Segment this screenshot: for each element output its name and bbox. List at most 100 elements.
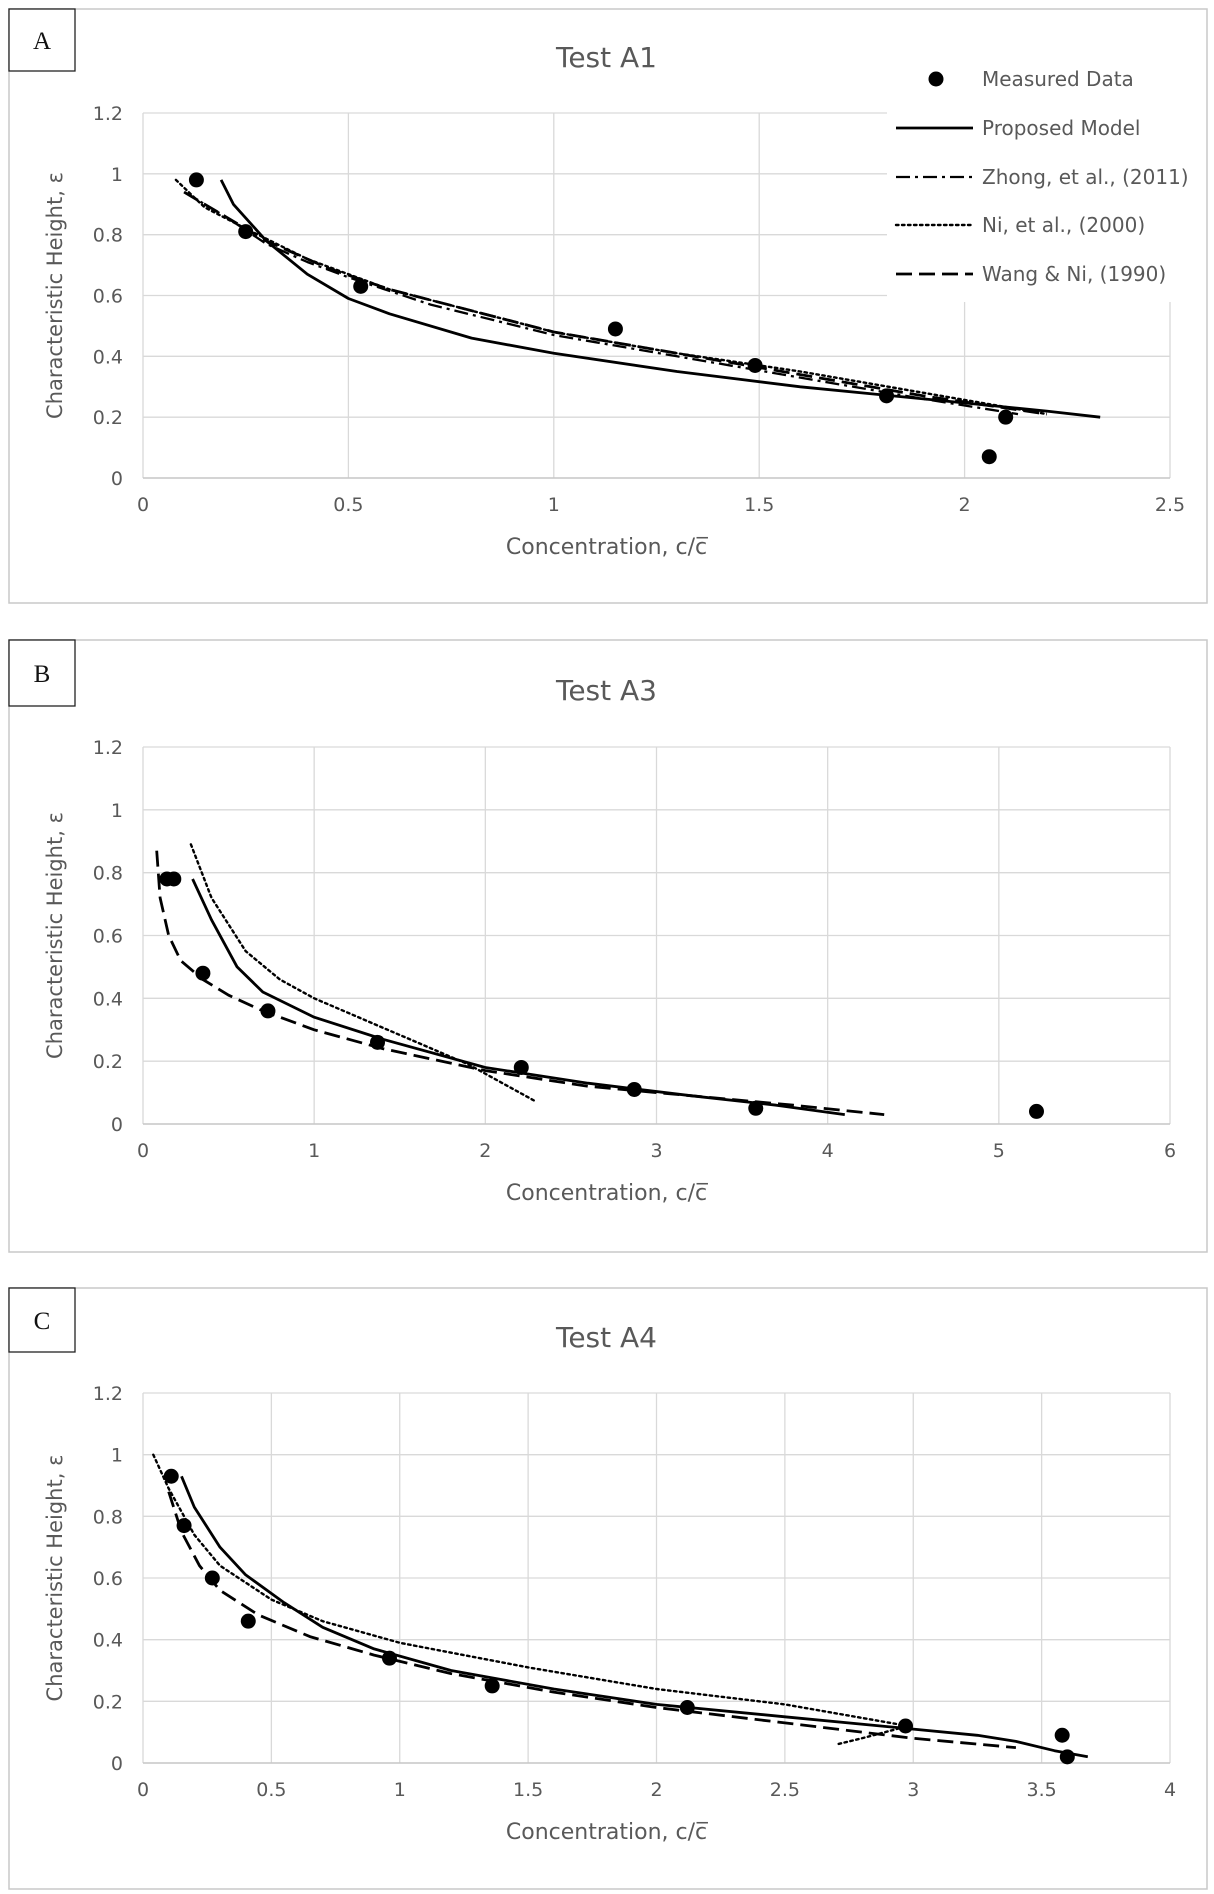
y-tick-label: 0.4 <box>93 988 123 1010</box>
measured-data-point <box>369 1034 385 1050</box>
measured-data-point <box>998 409 1014 425</box>
legend-item: Zhong, et al., (2011) <box>896 165 1189 189</box>
x-tick-label: 1 <box>308 1140 320 1162</box>
measured-data-point <box>879 388 895 404</box>
y-tick-label: 0 <box>111 1114 123 1136</box>
y-tick-label: 1 <box>111 164 123 186</box>
series-line-zhong-et-al-2011 <box>183 191 1019 416</box>
y-tick-label: 1 <box>111 1445 123 1467</box>
x-tick-label: 1.5 <box>744 494 774 516</box>
y-tick-label: 1 <box>111 800 123 822</box>
legend-background <box>887 58 1205 302</box>
x-tick-label: 1.5 <box>513 1779 543 1801</box>
x-tick-label: 5 <box>993 1140 1005 1162</box>
panel-label: A <box>33 28 51 55</box>
measured-data-point <box>1059 1749 1075 1765</box>
legend-marker-icon <box>928 71 944 87</box>
y-axis-title: Characteristic Height, ε <box>43 812 67 1059</box>
y-tick-label: 1.2 <box>93 737 123 759</box>
measured-data-point <box>1054 1727 1070 1743</box>
y-tick-label: 0 <box>111 468 123 490</box>
measured-data-point <box>1028 1103 1044 1119</box>
measured-data-point <box>176 1518 192 1534</box>
x-tick-label: 2.5 <box>770 1779 800 1801</box>
y-tick-label: 0.8 <box>93 225 123 247</box>
y-axis-title: Characteristic Height, ε <box>43 172 67 419</box>
measured-data-point <box>747 357 763 373</box>
series-line-proposed-model <box>180 1475 1089 1759</box>
x-axis-title: Concentration, c/c̅ <box>506 1181 709 1206</box>
x-tick-label: 4 <box>822 1140 834 1162</box>
y-axis-title: Characteristic Height, ε <box>43 1455 67 1702</box>
x-tick-label: 2.5 <box>1155 494 1185 516</box>
measured-data-point <box>195 965 211 981</box>
panel-frame <box>8 639 1208 1253</box>
measured-data-point <box>484 1678 500 1694</box>
x-tick-label: 0 <box>137 1779 149 1801</box>
panel-label-box <box>8 8 76 72</box>
y-tick-label: 0.8 <box>93 863 123 885</box>
panel-label-box <box>8 639 76 707</box>
panel-label: B <box>34 661 51 688</box>
y-tick-label: 0.2 <box>93 1051 123 1073</box>
measured-data-point <box>981 449 997 465</box>
y-tick-label: 0.6 <box>93 286 123 308</box>
legend: Measured Data Proposed Model Zhong, et al.… <box>887 58 1205 302</box>
x-axis-title: Concentration, c/c̅ <box>506 535 709 560</box>
legend-label: Ni, et al., (2000) <box>982 213 1145 237</box>
measured-data-point <box>381 1650 397 1666</box>
chart-panel-c: 0 0.5 1 1.5 2 2.5 3 3.5 4 0 0.2 0.4 0.6 0.8 1 1.2 Test A… <box>8 1287 1208 1890</box>
legend-label: Zhong, et al., (2011) <box>982 165 1189 189</box>
x-tick-label: 1 <box>548 494 560 516</box>
chart-title: Test A1 <box>555 41 657 74</box>
legend-label: Proposed Model <box>982 116 1141 140</box>
measured-data-point <box>163 1468 179 1484</box>
chart-title: Test A4 <box>555 1321 657 1354</box>
x-tick-label: 0.5 <box>256 1779 286 1801</box>
x-tick-label: 2 <box>479 1140 491 1162</box>
measured-data-point <box>188 172 204 188</box>
legend-label: Measured Data <box>982 67 1134 91</box>
x-axis-title: Concentration, c/c̅ <box>506 1820 709 1845</box>
series-line-wang-ni-1990 <box>155 850 885 1116</box>
y-tick-label: 1.2 <box>93 103 123 125</box>
y-tick-label: 0.6 <box>93 926 123 948</box>
chart-panel-b: 0 1 2 3 4 5 6 0 0.2 0.4 0.6 0.8 1 1.2 Test A3 Concentra… <box>8 639 1208 1253</box>
chart-title: Test A3 <box>555 674 657 707</box>
panel-frame <box>8 1287 1208 1890</box>
x-tick-label: 2 <box>959 494 971 516</box>
series-line-wang-ni-1990 <box>167 1491 1017 1749</box>
measured-data-point <box>166 871 182 887</box>
legend-item: Ni, et al., (2000) <box>894 213 1145 237</box>
y-tick-label: 0.4 <box>93 1630 123 1652</box>
x-tick-label: 1 <box>394 1779 406 1801</box>
y-tick-label: 1.2 <box>93 1383 123 1405</box>
x-tick-label: 0.5 <box>333 494 363 516</box>
measured-data-point <box>204 1570 220 1586</box>
x-tick-label: 0 <box>137 494 149 516</box>
measured-data-point <box>626 1081 642 1097</box>
y-tick-label: 0.2 <box>93 1691 123 1713</box>
measured-data-point <box>748 1100 764 1116</box>
legend-item: Measured Data <box>928 67 1134 91</box>
legend-label: Wang & Ni, (1990) <box>982 262 1166 286</box>
series-line-ni-et-al-2000 <box>189 843 538 1104</box>
x-tick-label: 3 <box>650 1140 662 1162</box>
x-tick-label: 4 <box>1164 1779 1176 1801</box>
panel-label-box <box>8 1287 76 1353</box>
legend-item: Proposed Model <box>896 116 1141 140</box>
y-tick-label: 0.6 <box>93 1568 123 1590</box>
panel-label: C <box>34 1308 51 1335</box>
measured-data-point <box>353 278 369 294</box>
x-tick-label: 3.5 <box>1027 1779 1057 1801</box>
measured-data-point <box>898 1718 914 1734</box>
legend-item: Wang & Ni, (1990) <box>896 262 1166 286</box>
y-tick-label: 0.4 <box>93 346 123 368</box>
y-tick-label: 0 <box>111 1753 123 1775</box>
y-tick-label: 0.2 <box>93 407 123 429</box>
x-tick-label: 3 <box>907 1779 919 1801</box>
measured-data-point <box>240 1613 256 1629</box>
measured-data-point <box>260 1003 276 1019</box>
measured-data-point <box>607 321 623 337</box>
